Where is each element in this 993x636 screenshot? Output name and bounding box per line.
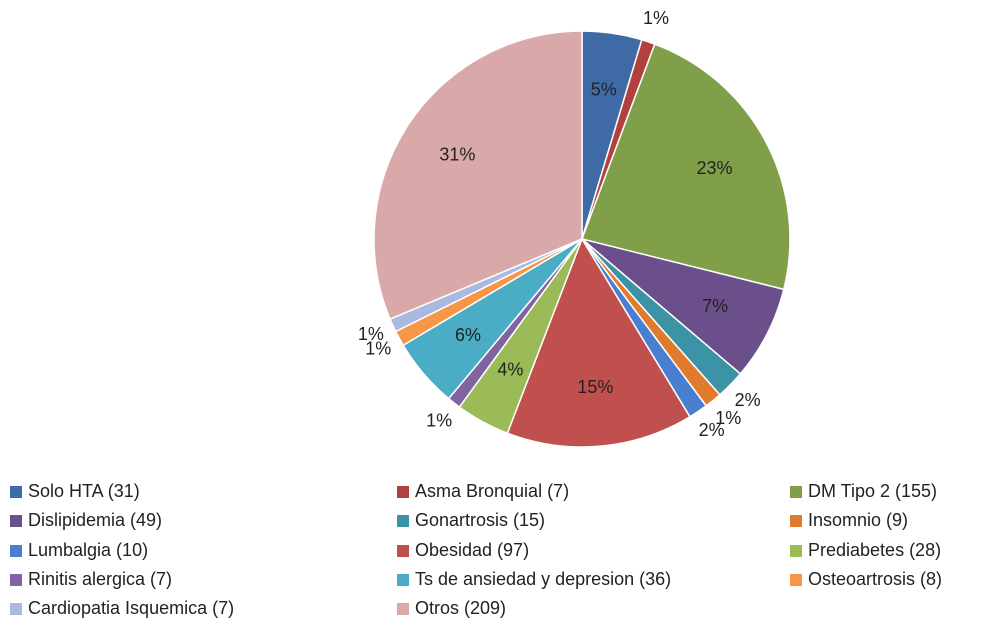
legend-swatch [10, 486, 22, 498]
data-label: 23% [697, 158, 733, 178]
data-label: 2% [735, 390, 761, 410]
legend-label: DM Tipo 2 (155) [808, 481, 937, 501]
legend-swatch [790, 486, 802, 498]
data-label: 1% [365, 339, 391, 359]
legend-label: Otros (209) [415, 598, 506, 618]
legend-label: Obesidad (97) [415, 540, 529, 560]
legend-label: Prediabetes (28) [808, 540, 941, 560]
data-label: 5% [591, 80, 617, 100]
legend-label: Dislipidemia (49) [28, 510, 162, 530]
legend-swatch [10, 515, 22, 527]
legend-label: Insomnio (9) [808, 510, 908, 530]
legend-label: Osteoartrosis (8) [808, 569, 942, 589]
legend-swatch [397, 486, 409, 498]
legend-swatch [397, 545, 409, 557]
legend-swatch [790, 545, 802, 557]
legend-label: Cardiopatia Isquemica (7) [28, 598, 234, 618]
legend-label: Rinitis alergica (7) [28, 569, 172, 589]
data-label: 4% [497, 359, 523, 379]
legend-label: Ts de ansiedad y depresion (36) [415, 569, 671, 589]
data-label: 1% [643, 8, 669, 28]
legend-swatch [397, 515, 409, 527]
legend-label: Asma Bronquial (7) [415, 481, 569, 501]
pie-slice [581, 43, 791, 291]
data-label: 1% [358, 324, 384, 344]
data-label: 31% [439, 145, 475, 165]
legend-swatch [397, 574, 409, 586]
legend-swatch [397, 603, 409, 615]
legend-label: Gonartrosis (15) [415, 510, 545, 530]
data-label: 2% [699, 420, 725, 440]
pie-slice [373, 30, 583, 321]
legend-label: Lumbalgia (10) [28, 540, 148, 560]
pie-slice [506, 237, 691, 448]
data-label: 1% [426, 411, 452, 431]
legend-swatch [10, 545, 22, 557]
data-label: 7% [702, 296, 728, 316]
data-label: 6% [455, 325, 481, 345]
legend-swatch [10, 603, 22, 615]
legend-swatch [10, 574, 22, 586]
legend-swatch [790, 515, 802, 527]
legend-swatch [790, 574, 802, 586]
data-label: 15% [577, 377, 613, 397]
data-label: 1% [715, 408, 741, 428]
legend-label: Solo HTA (31) [28, 481, 140, 501]
